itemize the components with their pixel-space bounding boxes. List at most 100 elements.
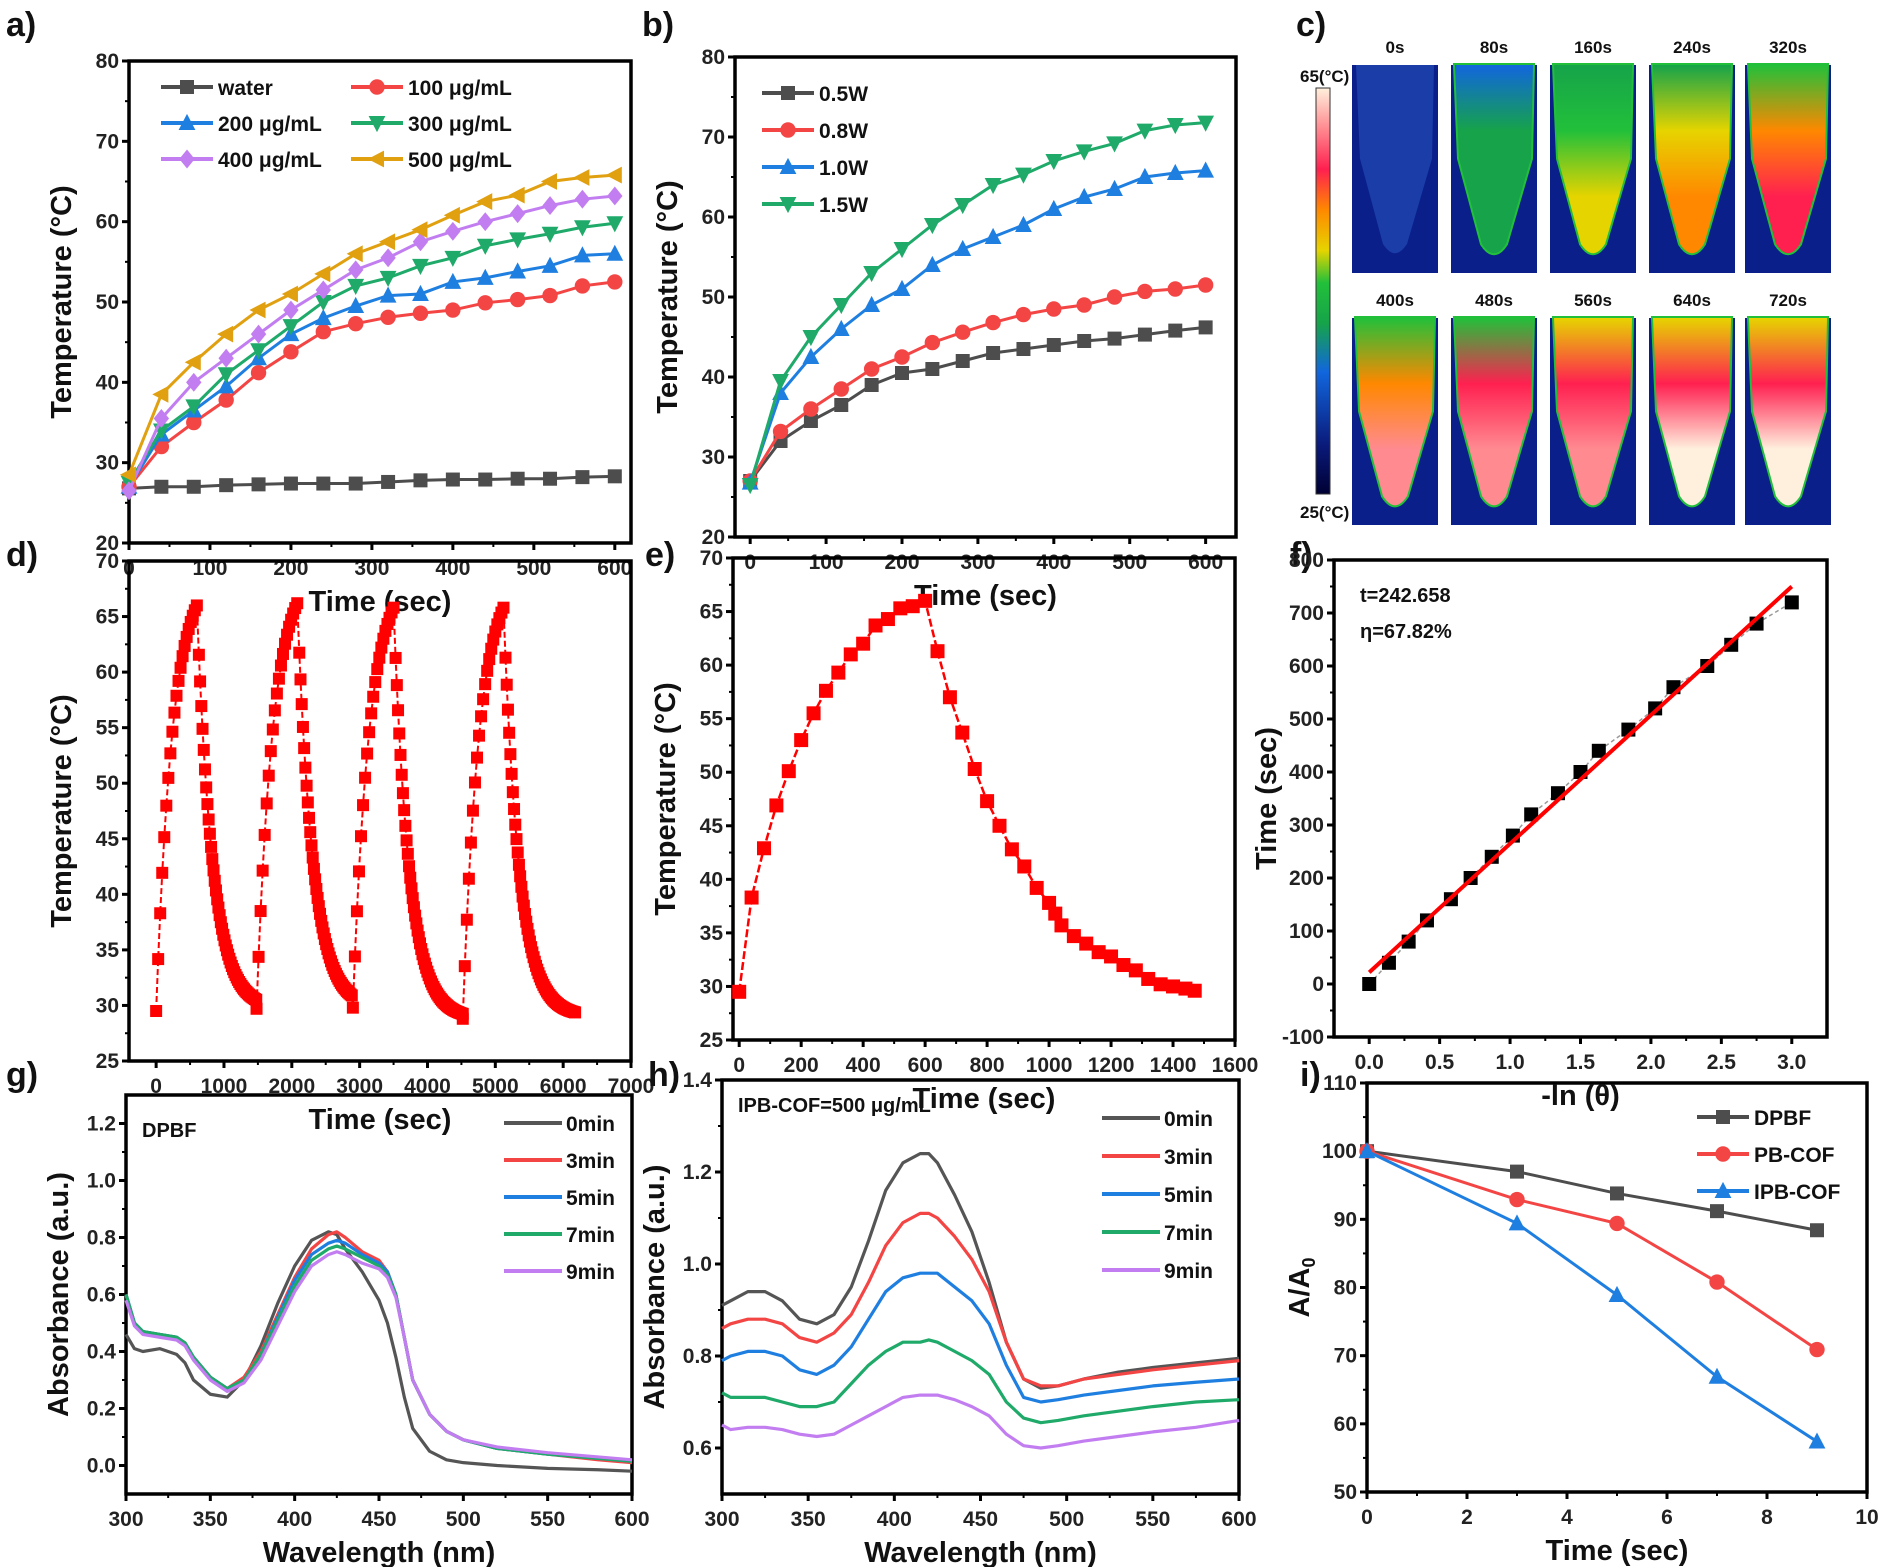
spectrum-line-1 <box>721 1211 1240 1388</box>
data-point <box>1136 167 1154 184</box>
x-tick-label: 300 <box>960 551 995 574</box>
y-tick-label: 55 <box>700 708 724 731</box>
data-point <box>1784 595 1799 610</box>
data-point <box>1116 958 1131 973</box>
y-axis-label: Temperature (°C) <box>46 185 78 418</box>
data-point <box>485 642 498 655</box>
data-point <box>802 347 820 364</box>
frame-time-label: 80s <box>1480 38 1508 57</box>
data-point <box>201 798 214 811</box>
x-tick-label: 4000 <box>404 1075 451 1098</box>
data-point <box>1708 1367 1726 1384</box>
y-tick-label: 100 <box>1322 1140 1357 1163</box>
data-point <box>1045 154 1063 171</box>
y-tick-label: 65 <box>700 601 724 624</box>
data-point <box>1609 1215 1625 1232</box>
data-point <box>1524 807 1539 822</box>
data-point <box>315 324 332 340</box>
data-point <box>802 330 820 347</box>
y-tick-label: 20 <box>96 532 119 555</box>
panel-label-g: g) <box>6 1056 38 1094</box>
legend-label: 9min <box>566 1261 615 1284</box>
data-point <box>1042 895 1057 910</box>
legend-label: 5min <box>566 1187 615 1210</box>
x-tick-label: 0 <box>150 1075 162 1098</box>
series-line-3 <box>127 221 615 484</box>
data-point <box>500 678 513 691</box>
x-tick-label: 1400 <box>1150 1054 1197 1077</box>
data-point <box>806 706 821 721</box>
data-point <box>445 472 460 487</box>
data-point <box>772 423 789 440</box>
data-point <box>309 873 322 886</box>
data-point <box>1107 331 1122 346</box>
y-tick-label: 70 <box>96 130 119 153</box>
data-point <box>483 653 496 666</box>
data-point <box>575 470 590 485</box>
tube-heat <box>1749 318 1827 506</box>
x-axis-label: Time (sec) <box>913 1083 1056 1115</box>
data-point <box>481 664 494 677</box>
data-point <box>607 274 623 290</box>
tube-heat <box>1455 65 1533 254</box>
data-point <box>252 950 265 963</box>
data-point <box>218 392 234 408</box>
data-point <box>1153 977 1168 992</box>
data-point <box>512 858 525 871</box>
data-point <box>363 726 376 739</box>
y-tick-label: 1.0 <box>683 1253 712 1276</box>
data-point <box>542 287 558 304</box>
data-point <box>1076 297 1092 313</box>
panel-label-h: h) <box>648 1056 680 1094</box>
data-point <box>574 220 591 237</box>
data-point <box>249 301 266 319</box>
data-point <box>756 841 771 856</box>
chart-panel-e: e)0 200 400 600 800 1000 1200 1400 1600253035404… <box>645 536 1258 1115</box>
data-point <box>346 245 363 263</box>
x-axis-label: Time (sec) <box>309 1104 452 1136</box>
data-point <box>574 246 591 263</box>
data-point <box>283 476 298 491</box>
data-point <box>186 372 202 392</box>
legend-label: PB-COF <box>1754 1144 1835 1167</box>
legend-marker <box>367 150 384 168</box>
y-tick-label: 50 <box>96 772 119 795</box>
x-axis-label: Time (sec) <box>914 580 1057 612</box>
data-point <box>510 471 525 486</box>
data-point <box>509 262 527 279</box>
frame-time-label: 400s <box>1376 291 1414 310</box>
x-tick-label: 6 <box>1661 1506 1673 1529</box>
tube-heat <box>1455 318 1533 506</box>
data-point <box>1077 334 1092 348</box>
data-point <box>1197 277 1214 293</box>
x-tick-label: 200 <box>884 551 919 574</box>
data-point <box>954 239 972 256</box>
data-point <box>508 803 521 816</box>
data-point <box>272 672 285 685</box>
tube-heat <box>1554 318 1632 506</box>
data-point <box>868 618 883 633</box>
x-tick-label: 0 <box>744 551 756 574</box>
data-point <box>347 278 365 296</box>
data-point <box>176 650 189 663</box>
legend-label: 5min <box>1164 1184 1213 1207</box>
data-point <box>954 198 972 215</box>
y-tick-label: 0.8 <box>87 1227 117 1250</box>
data-point <box>150 1005 163 1017</box>
data-point <box>1710 1204 1724 1219</box>
data-point <box>281 285 298 303</box>
legend-label: 3min <box>566 1150 615 1173</box>
data-point <box>471 751 484 764</box>
data-point <box>256 864 269 877</box>
data-point <box>905 599 920 614</box>
data-point <box>352 865 365 878</box>
legend-label: DPBF <box>1754 1107 1811 1130</box>
data-point <box>186 414 202 431</box>
data-point <box>506 786 519 799</box>
data-point <box>154 479 169 494</box>
legend-label: water <box>217 77 273 100</box>
thermal-frame: 640s <box>1649 291 1735 525</box>
data-point <box>473 729 486 742</box>
spectrum-line-2 <box>721 1271 1240 1404</box>
y-tick-label: 35 <box>700 922 724 945</box>
